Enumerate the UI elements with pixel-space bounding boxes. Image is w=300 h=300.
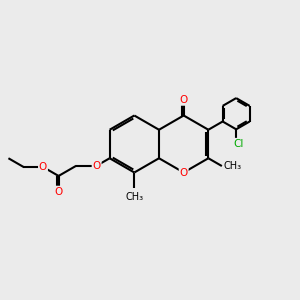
Text: O: O	[180, 167, 188, 178]
Text: O: O	[92, 161, 101, 171]
Text: CH₃: CH₃	[224, 161, 242, 171]
Text: O: O	[55, 187, 63, 196]
Text: CH₃: CH₃	[125, 192, 143, 202]
Text: O: O	[39, 162, 47, 172]
Text: O: O	[180, 95, 188, 105]
Text: Cl: Cl	[233, 139, 244, 149]
